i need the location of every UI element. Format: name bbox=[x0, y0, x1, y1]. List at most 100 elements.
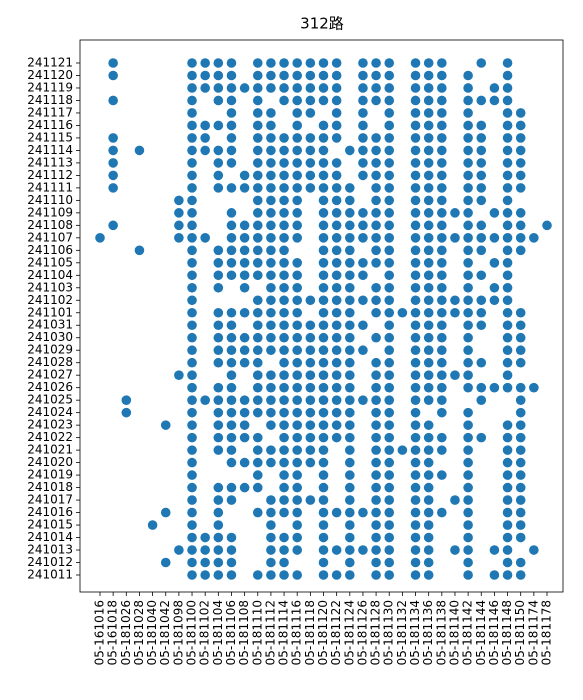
x-tick-label: 05-181106 bbox=[224, 600, 238, 665]
point bbox=[476, 183, 487, 193]
point bbox=[331, 95, 342, 106]
point bbox=[279, 332, 289, 343]
point bbox=[463, 557, 473, 568]
point bbox=[371, 95, 381, 106]
point bbox=[515, 407, 526, 418]
point bbox=[252, 482, 263, 493]
point bbox=[515, 320, 526, 331]
point bbox=[344, 407, 355, 418]
point bbox=[318, 258, 329, 268]
point bbox=[226, 370, 237, 380]
x-tick-label: 05-181132 bbox=[395, 600, 409, 665]
point bbox=[292, 170, 303, 181]
point bbox=[344, 520, 355, 530]
point bbox=[187, 420, 197, 430]
point bbox=[423, 470, 434, 480]
point bbox=[292, 282, 303, 293]
point bbox=[292, 457, 303, 468]
point bbox=[331, 370, 342, 380]
point bbox=[502, 295, 513, 306]
point bbox=[423, 133, 434, 143]
point bbox=[318, 158, 329, 168]
point bbox=[384, 270, 395, 281]
point bbox=[463, 208, 473, 218]
point bbox=[108, 145, 118, 156]
x-tick-label: 05-181140 bbox=[447, 600, 461, 665]
point bbox=[318, 307, 329, 318]
point bbox=[187, 183, 197, 193]
point bbox=[358, 270, 368, 281]
point bbox=[423, 557, 434, 568]
point bbox=[305, 133, 316, 143]
point bbox=[239, 258, 250, 268]
point bbox=[502, 83, 513, 93]
point bbox=[187, 95, 197, 106]
point bbox=[252, 120, 263, 131]
point bbox=[502, 282, 513, 293]
point bbox=[292, 345, 303, 356]
point bbox=[450, 208, 460, 218]
point bbox=[529, 233, 539, 243]
point bbox=[239, 270, 250, 281]
point bbox=[344, 357, 355, 368]
point bbox=[331, 158, 342, 168]
point bbox=[279, 382, 289, 393]
point bbox=[252, 432, 263, 443]
point bbox=[502, 445, 513, 455]
point bbox=[318, 382, 329, 393]
point bbox=[423, 420, 434, 430]
point bbox=[450, 495, 460, 505]
point bbox=[384, 307, 395, 318]
point bbox=[502, 270, 513, 281]
point bbox=[239, 183, 250, 193]
point bbox=[213, 395, 224, 405]
point bbox=[344, 195, 355, 206]
point bbox=[239, 245, 250, 256]
point bbox=[476, 245, 487, 256]
point bbox=[292, 570, 303, 580]
point bbox=[266, 295, 276, 306]
point bbox=[489, 382, 500, 393]
point bbox=[344, 482, 355, 493]
point bbox=[344, 245, 355, 256]
point bbox=[384, 507, 395, 518]
y-tick-label: 241026 bbox=[27, 380, 73, 394]
point bbox=[437, 133, 447, 143]
point bbox=[266, 332, 276, 343]
point bbox=[463, 507, 473, 518]
point bbox=[423, 145, 434, 156]
point bbox=[476, 220, 487, 231]
point bbox=[515, 307, 526, 318]
point bbox=[423, 295, 434, 306]
point bbox=[371, 133, 381, 143]
point bbox=[318, 295, 329, 306]
point bbox=[279, 445, 289, 455]
point bbox=[213, 158, 224, 168]
point bbox=[344, 507, 355, 518]
point bbox=[318, 282, 329, 293]
x-tick-label: 05-181122 bbox=[329, 600, 343, 665]
point bbox=[266, 495, 276, 505]
point bbox=[226, 382, 237, 393]
point bbox=[476, 320, 487, 331]
point bbox=[358, 158, 368, 168]
point bbox=[384, 120, 395, 131]
point bbox=[108, 95, 118, 106]
point bbox=[371, 557, 381, 568]
point bbox=[371, 532, 381, 543]
y-tick-label: 241017 bbox=[27, 493, 73, 507]
point bbox=[437, 507, 447, 518]
point bbox=[331, 295, 342, 306]
point bbox=[279, 307, 289, 318]
point bbox=[252, 145, 263, 156]
point bbox=[226, 320, 237, 331]
point bbox=[200, 233, 210, 243]
point bbox=[318, 95, 329, 106]
point bbox=[463, 357, 473, 368]
point bbox=[515, 208, 526, 218]
point bbox=[108, 170, 118, 181]
point bbox=[305, 382, 316, 393]
point bbox=[187, 495, 197, 505]
y-tick-label: 241119 bbox=[27, 80, 73, 94]
point bbox=[226, 445, 237, 455]
